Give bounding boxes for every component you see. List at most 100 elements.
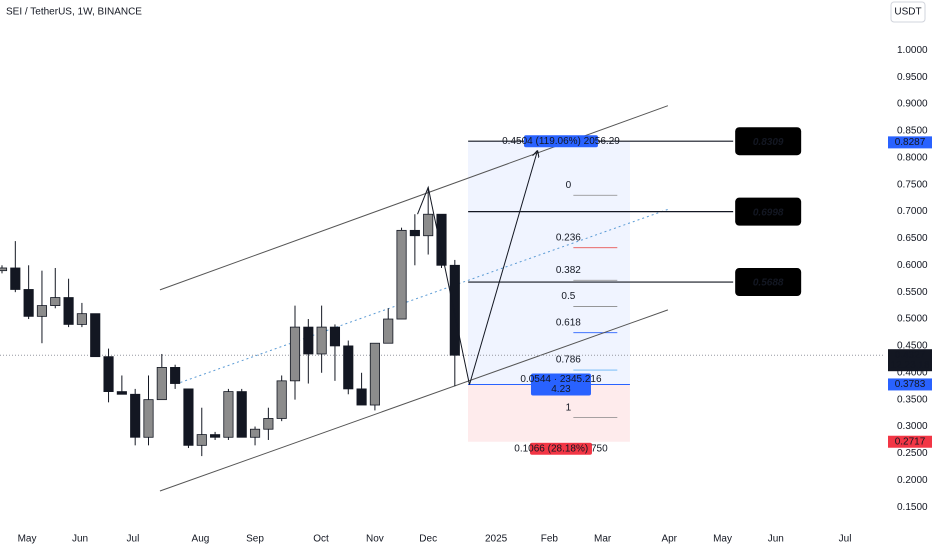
target-pill	[523, 135, 598, 148]
y-tick-label: 0.3000	[897, 421, 928, 432]
y-tick-label: 0.9500	[897, 72, 928, 83]
level-label: 0.8309	[753, 137, 784, 148]
x-tick-label: May	[713, 534, 732, 545]
x-tick-label: Apr	[661, 534, 677, 545]
candle-body	[289, 326, 301, 382]
price-badge-label: 0.8287	[895, 137, 926, 148]
candle-body	[10, 267, 21, 290]
fib-label: 0.236	[556, 232, 581, 243]
candle-body	[343, 345, 354, 390]
candle-body	[249, 428, 261, 438]
fib-label: 0	[566, 180, 572, 191]
x-tick-label: Dec	[419, 534, 437, 545]
level-label: 0.6998	[753, 207, 784, 218]
entry-pill	[530, 373, 591, 396]
candle-body	[436, 213, 447, 266]
price-badge	[888, 435, 932, 448]
candle-body	[329, 326, 341, 347]
fib-label: 0.382	[556, 265, 581, 276]
level-label-box	[735, 268, 802, 297]
stop-pill	[529, 442, 592, 455]
y-tick-label: 0.8000	[897, 152, 928, 163]
candle-body	[383, 318, 394, 344]
currency[interactable]: USDT	[894, 7, 921, 18]
candle-body	[316, 326, 327, 355]
x-tick-label: Nov	[366, 534, 384, 545]
candle-body	[63, 297, 74, 325]
stop-label: 0.1066 (28.18%) 750	[514, 443, 608, 454]
x-tick-label: Jun	[768, 534, 784, 545]
candle-body	[263, 418, 274, 430]
price-badge	[888, 349, 932, 372]
y-tick-label: 0.6000	[897, 260, 928, 271]
candle-body	[0, 267, 8, 272]
candle-body	[210, 434, 221, 438]
candle-body	[223, 391, 234, 438]
candle-body	[396, 229, 407, 320]
price-badge-label: 0.3783	[895, 379, 926, 390]
x-tick-label: Jul	[127, 534, 140, 545]
x-tick-label: Feb	[541, 534, 559, 545]
price-badge-label: 0.4327	[895, 350, 926, 361]
candle-body	[236, 391, 247, 438]
fib-label: 0.5	[561, 291, 575, 302]
y-tick-label: 0.5500	[897, 287, 928, 298]
x-tick-label: Jun	[72, 534, 88, 545]
fib-label: 1	[566, 402, 572, 413]
y-tick-label: 0.2500	[897, 448, 928, 459]
price-badge-label: 0.2717	[895, 436, 926, 447]
y-tick-label: 0.9000	[897, 99, 928, 110]
candle-body	[183, 388, 194, 446]
candle-body	[156, 367, 167, 401]
candle-body	[50, 297, 61, 306]
y-tick-label: 0.8500	[897, 126, 928, 137]
target-label: 0.4504 (119.06%) 2056.29	[502, 136, 620, 147]
candle-body	[130, 393, 141, 438]
channel-line	[159, 309, 669, 492]
candle-body	[90, 313, 101, 358]
x-tick-label: Sep	[246, 534, 264, 545]
x-tick-label: Oct	[313, 534, 329, 545]
y-tick-label: 1.0000	[897, 45, 928, 56]
profit-zone	[468, 141, 630, 385]
candle-body	[143, 399, 154, 438]
x-tick-label: 2025	[485, 534, 508, 545]
y-tick-label: 0.6500	[897, 233, 928, 244]
y-tick-label: 0.1500	[897, 502, 928, 513]
candle-body	[449, 264, 460, 356]
y-tick-label: 0.2000	[897, 475, 928, 486]
price-badge-timer: 12:23:18	[891, 360, 930, 371]
projection-path	[417, 151, 538, 385]
level-label: 0.5688	[753, 278, 784, 289]
x-tick-label: May	[18, 534, 37, 545]
currency-box[interactable]	[890, 1, 926, 23]
fib-label: 0.618	[556, 317, 581, 328]
fib-label: 0.786	[556, 355, 581, 366]
candle-body	[36, 305, 48, 317]
y-tick-label: 0.7500	[897, 179, 928, 190]
level-label-box	[735, 197, 802, 226]
candle-body	[369, 342, 380, 406]
y-tick-label: 0.7000	[897, 206, 928, 217]
candle-body	[196, 434, 207, 446]
candle-body	[76, 313, 87, 325]
entry-label: 0.0544 · 2345.216	[520, 374, 602, 385]
x-tick-label: Jul	[839, 534, 852, 545]
candle-body	[116, 391, 127, 395]
y-tick-label: 0.4500	[897, 341, 928, 352]
x-tick-label: Mar	[594, 534, 612, 545]
y-tick-label: 0.3500	[897, 394, 928, 405]
candle-body	[103, 356, 114, 392]
candle-body	[423, 213, 434, 237]
candle-body	[276, 380, 287, 419]
price-badge	[888, 378, 932, 391]
candle-body	[303, 326, 314, 355]
candle-body	[356, 388, 367, 406]
candle-body	[23, 289, 34, 317]
channel-line	[180, 208, 669, 383]
y-tick-label: 0.5000	[897, 314, 928, 325]
price-badge	[888, 136, 932, 149]
chart-title: SEI / TetherUS, 1W, BINANCE	[6, 7, 142, 18]
level-label-box	[735, 127, 802, 156]
